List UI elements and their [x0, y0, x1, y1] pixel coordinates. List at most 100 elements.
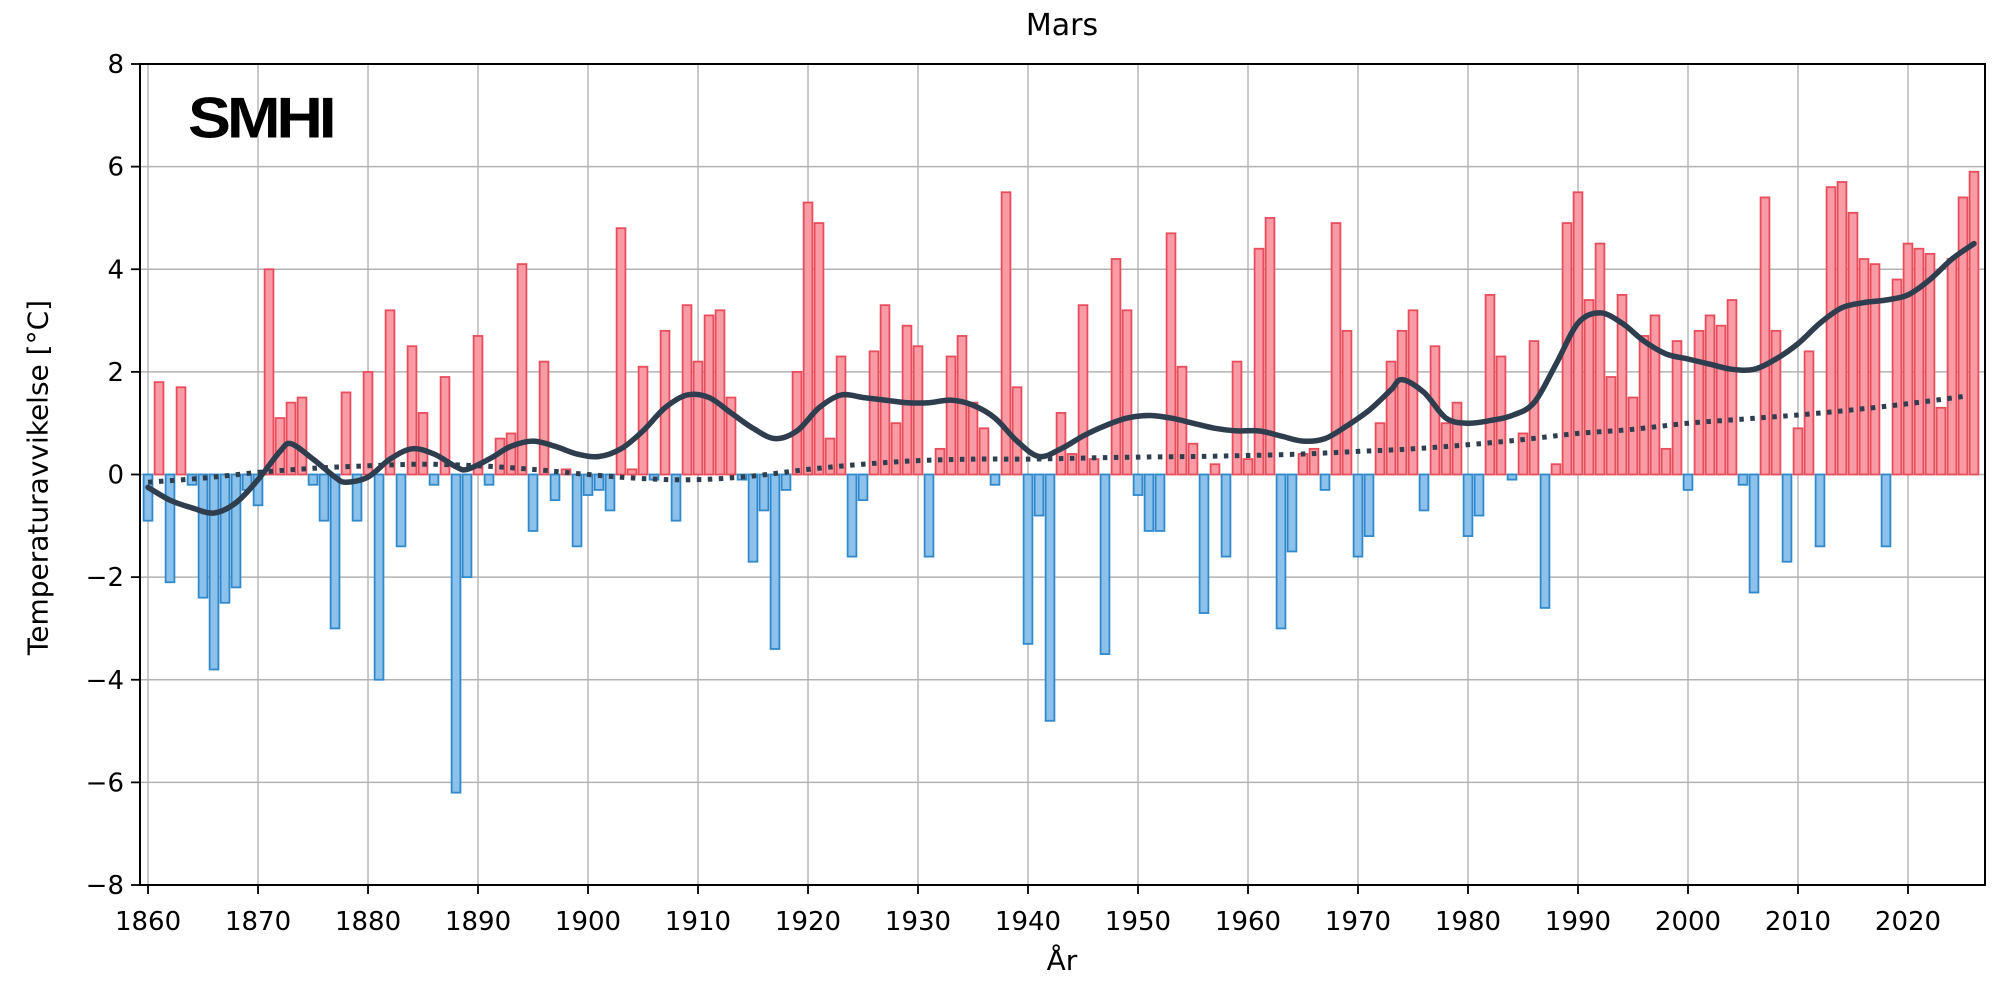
page-title: Mars [0, 8, 2000, 43]
y-tick-label--8: −8 [86, 871, 124, 901]
bar-1959 [1231, 360, 1243, 476]
bar-1993 [1605, 376, 1617, 476]
bar-2010 [1792, 427, 1804, 476]
x-axis-label: År [0, 944, 2000, 977]
bar-1956 [1198, 473, 1210, 614]
bar-1866 [208, 473, 220, 671]
bar-1875 [307, 473, 319, 486]
bar-1883 [395, 473, 407, 548]
bar-2023 [1935, 406, 1947, 476]
x-tick-label-1980: 1980 [1435, 907, 1501, 937]
bar-1985 [1517, 432, 1529, 476]
bar-1925 [857, 473, 869, 502]
bar-1996 [1638, 335, 1650, 476]
bar-1921 [813, 222, 825, 476]
y-tick-label--4: −4 [86, 666, 124, 696]
bar-2014 [1836, 181, 1848, 476]
bar-1915 [747, 473, 759, 563]
bar-2006 [1748, 473, 1760, 594]
bar-1987 [1539, 473, 1551, 609]
x-tick-label-1940: 1940 [995, 907, 1061, 937]
bar-1905 [637, 365, 649, 476]
smoothed-line [145, 240, 1977, 516]
bar-1958 [1220, 473, 1232, 558]
bar-1944 [1066, 453, 1078, 476]
bar-2005 [1737, 473, 1749, 486]
bar-2000 [1682, 473, 1694, 491]
bar-1973 [1385, 360, 1397, 476]
bar-1963 [1275, 473, 1287, 630]
bar-2016 [1858, 258, 1870, 476]
bar-1970 [1352, 473, 1364, 558]
bar-2012 [1814, 473, 1826, 548]
x-tick-label-1900: 1900 [555, 907, 621, 937]
bar-1881 [373, 473, 385, 681]
bar-2017 [1869, 263, 1881, 476]
bar-1918 [780, 473, 792, 491]
bar-1886 [428, 473, 440, 486]
bar-2013 [1825, 186, 1837, 476]
bar-1937 [989, 473, 1001, 486]
bar-2024 [1946, 258, 1958, 476]
x-tick-label-1950: 1950 [1105, 907, 1171, 937]
x-tick-label-2020: 2020 [1875, 907, 1941, 937]
x-tick-label-2010: 2010 [1765, 907, 1831, 937]
bar-1982 [1484, 294, 1496, 476]
x-tick-label-1990: 1990 [1545, 907, 1611, 937]
bar-1923 [835, 355, 847, 476]
y-tick-label-2: 2 [107, 358, 124, 388]
bar-1908 [670, 473, 682, 522]
bar-1865 [197, 473, 209, 599]
bar-1962 [1264, 217, 1276, 476]
smhi-logo: SMHI [188, 86, 337, 151]
bar-1889 [461, 473, 473, 579]
bar-1999 [1671, 340, 1683, 476]
bar-1871 [263, 268, 275, 476]
bar-1947 [1099, 473, 1111, 655]
bar-1903 [615, 227, 627, 476]
bar-1884 [406, 345, 418, 476]
bar-1931 [923, 473, 935, 558]
bar-1897 [549, 473, 561, 502]
bar-1880 [362, 370, 374, 476]
y-tick-label--2: −2 [86, 563, 124, 593]
bar-2026 [1968, 170, 1980, 476]
y-tick-label-8: 8 [107, 50, 124, 80]
bar-2020 [1902, 242, 1914, 476]
x-tick-label-2000: 2000 [1655, 907, 1721, 937]
y-tick-label-6: 6 [107, 153, 124, 183]
bar-1887 [439, 376, 451, 476]
bar-1876 [318, 473, 330, 522]
bar-1874 [296, 396, 308, 476]
bar-1943 [1055, 412, 1067, 476]
bar-1904 [626, 468, 638, 476]
bar-1967 [1319, 473, 1331, 491]
bar-1902 [604, 473, 616, 512]
bar-1941 [1033, 473, 1045, 517]
bar-1945 [1077, 304, 1089, 476]
bar-2019 [1891, 278, 1903, 476]
x-tick-label-1970: 1970 [1325, 907, 1391, 937]
bar-1885 [417, 412, 429, 476]
bar-1933 [945, 355, 957, 476]
bar-1930 [912, 345, 924, 476]
bar-2022 [1924, 252, 1936, 476]
bar-1917 [769, 473, 781, 650]
bar-1998 [1660, 447, 1672, 476]
bar-2007 [1759, 196, 1771, 476]
bar-1965 [1297, 453, 1309, 476]
x-tick-label-1960: 1960 [1215, 907, 1281, 937]
bar-1861 [153, 381, 165, 476]
bar-1997 [1649, 314, 1661, 476]
bar-1979 [1451, 401, 1463, 476]
bar-1916 [758, 473, 770, 512]
bar-1968 [1330, 222, 1342, 476]
bar-1877 [329, 473, 341, 630]
bar-1912 [714, 309, 726, 476]
bar-1900 [582, 473, 594, 496]
x-tick-label-1930: 1930 [885, 907, 951, 937]
bar-2008 [1770, 329, 1782, 476]
bar-1953 [1165, 232, 1177, 476]
bar-1919 [791, 370, 803, 476]
